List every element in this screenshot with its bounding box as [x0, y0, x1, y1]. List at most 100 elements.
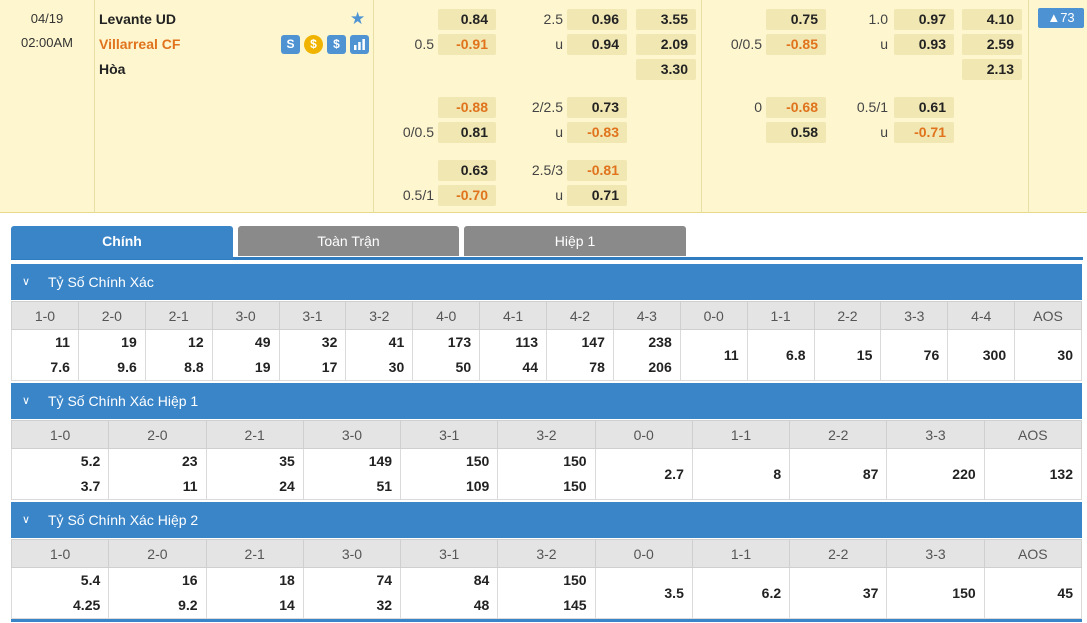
- odds-value[interactable]: 14: [279, 597, 295, 613]
- odds-value[interactable]: -0.91: [438, 34, 496, 55]
- odds-value[interactable]: 76: [923, 346, 940, 363]
- odds-value[interactable]: 78: [589, 359, 605, 375]
- score-odds-cell[interactable]: 12 8.8: [144, 329, 213, 381]
- odds-value[interactable]: 30: [388, 359, 405, 375]
- odds-value[interactable]: 7.6: [50, 359, 70, 375]
- odds-value[interactable]: 8.8: [184, 359, 204, 375]
- score-odds-cell[interactable]: 150 150: [497, 448, 596, 500]
- odds-value[interactable]: 147: [581, 334, 605, 350]
- section-header[interactable]: ∨ Tỷ Số Chính Xác: [11, 264, 1082, 300]
- score-odds-cell[interactable]: 5.4 4.25: [10, 567, 110, 619]
- section-header[interactable]: ∨ Tỷ Số Chính Xác Hiệp 2: [11, 502, 1082, 538]
- odds-value[interactable]: 15: [856, 346, 873, 363]
- favorite-star-icon[interactable]: ★: [350, 9, 366, 28]
- odds-value[interactable]: 51: [376, 478, 393, 494]
- odds-value[interactable]: 16: [181, 572, 198, 588]
- score-odds-cell[interactable]: 37: [789, 567, 888, 619]
- odds-value[interactable]: 11: [182, 478, 198, 494]
- odds-value[interactable]: 0.73: [567, 97, 627, 118]
- odds-value[interactable]: 0.75: [766, 9, 826, 30]
- odds-value[interactable]: 6.8: [786, 346, 806, 363]
- odds-value[interactable]: 0.81: [438, 122, 496, 143]
- score-odds-cell[interactable]: 3.5: [594, 567, 693, 619]
- odds-value[interactable]: -0.88: [438, 97, 496, 118]
- score-odds-cell[interactable]: 74 32: [302, 567, 402, 619]
- odds-value[interactable]: 113: [515, 334, 538, 350]
- score-odds-cell[interactable]: 45: [983, 567, 1083, 619]
- score-odds-cell[interactable]: 238 206: [612, 329, 681, 381]
- coin-icon[interactable]: $: [304, 35, 323, 54]
- score-odds-cell[interactable]: 16 9.2: [108, 567, 207, 619]
- score-odds-cell[interactable]: 11 7.6: [11, 329, 79, 381]
- chevron-down-icon[interactable]: ∨: [22, 395, 31, 407]
- odds-value[interactable]: 145: [563, 597, 587, 613]
- score-odds-cell[interactable]: 35 24: [205, 448, 304, 500]
- odds-value[interactable]: 6.2: [761, 584, 782, 601]
- score-odds-cell[interactable]: 173 50: [412, 329, 481, 381]
- score-odds-cell[interactable]: 41 30: [345, 329, 414, 381]
- odds-value[interactable]: 48: [473, 597, 490, 613]
- odds-value[interactable]: 30: [1057, 346, 1073, 363]
- odds-value[interactable]: 44: [522, 359, 538, 375]
- odds-value[interactable]: 19: [254, 359, 271, 375]
- odds-value[interactable]: 206: [648, 359, 672, 375]
- odds-value[interactable]: 149: [368, 453, 393, 469]
- odds-value[interactable]: 0.71: [567, 185, 627, 206]
- odds-value[interactable]: 0.97: [894, 9, 954, 30]
- odds-value[interactable]: -0.71: [894, 122, 954, 143]
- bar-chart-icon[interactable]: [350, 35, 369, 54]
- odds-value[interactable]: 9.2: [178, 597, 198, 613]
- odds-value[interactable]: 150: [952, 584, 976, 601]
- odds-value[interactable]: 150: [465, 453, 490, 469]
- odds-value[interactable]: 24: [279, 478, 295, 494]
- odds-value[interactable]: 5.2: [80, 453, 101, 469]
- score-odds-cell[interactable]: 11: [679, 329, 748, 381]
- score-odds-cell[interactable]: 84 48: [400, 567, 499, 619]
- stats-s-icon[interactable]: S: [281, 35, 300, 54]
- odds-value[interactable]: 0.96: [567, 9, 627, 30]
- odds-value[interactable]: 220: [952, 465, 976, 482]
- odds-value[interactable]: 173: [447, 334, 472, 350]
- score-odds-cell[interactable]: 87: [789, 448, 888, 500]
- odds-value[interactable]: 32: [376, 597, 393, 613]
- odds-value[interactable]: 49: [254, 334, 271, 350]
- odds-value[interactable]: 32: [321, 334, 338, 350]
- score-odds-cell[interactable]: 150: [886, 567, 985, 619]
- odds-value[interactable]: 0.84: [438, 9, 496, 30]
- home-team[interactable]: Levante UD: [99, 11, 177, 27]
- score-odds-cell[interactable]: 18 14: [205, 567, 304, 619]
- score-odds-cell[interactable]: 150 109: [400, 448, 499, 500]
- odds-value[interactable]: -0.68: [766, 97, 826, 118]
- odds-value[interactable]: 3.30: [636, 59, 696, 80]
- score-odds-cell[interactable]: 150 145: [497, 567, 596, 619]
- chevron-down-icon[interactable]: ∨: [22, 276, 31, 288]
- odds-value[interactable]: 150: [563, 572, 587, 588]
- odds-value[interactable]: 45: [1057, 584, 1073, 601]
- odds-value[interactable]: -0.83: [567, 122, 627, 143]
- score-odds-cell[interactable]: 149 51: [302, 448, 402, 500]
- odds-value[interactable]: 35: [279, 453, 295, 469]
- odds-value[interactable]: 150: [563, 453, 587, 469]
- odds-value[interactable]: 109: [465, 478, 490, 494]
- odds-value[interactable]: 5.4: [80, 572, 101, 588]
- odds-value[interactable]: 50: [455, 359, 472, 375]
- odds-value[interactable]: -0.81: [567, 160, 627, 181]
- odds-value[interactable]: 11: [55, 334, 70, 350]
- score-odds-cell[interactable]: 5.2 3.7: [10, 448, 110, 500]
- score-odds-cell[interactable]: 8: [691, 448, 791, 500]
- odds-value[interactable]: 12: [188, 334, 204, 350]
- away-team[interactable]: Villarreal CF: [99, 36, 181, 52]
- odds-value[interactable]: 74: [376, 572, 393, 588]
- score-odds-cell[interactable]: 6.8: [746, 329, 815, 381]
- score-odds-cell[interactable]: 32 17: [278, 329, 347, 381]
- score-odds-cell[interactable]: 76: [880, 329, 949, 381]
- chevron-down-icon[interactable]: ∨: [22, 514, 31, 526]
- odds-value[interactable]: 3.55: [636, 9, 696, 30]
- odds-value[interactable]: 3.5: [664, 584, 684, 601]
- odds-value[interactable]: 3.7: [80, 478, 101, 494]
- odds-value[interactable]: 19: [121, 334, 137, 350]
- odds-value[interactable]: -0.70: [438, 185, 496, 206]
- odds-value[interactable]: 2.09: [636, 34, 696, 55]
- odds-value[interactable]: 0.58: [766, 122, 826, 143]
- odds-value[interactable]: -0.85: [766, 34, 826, 55]
